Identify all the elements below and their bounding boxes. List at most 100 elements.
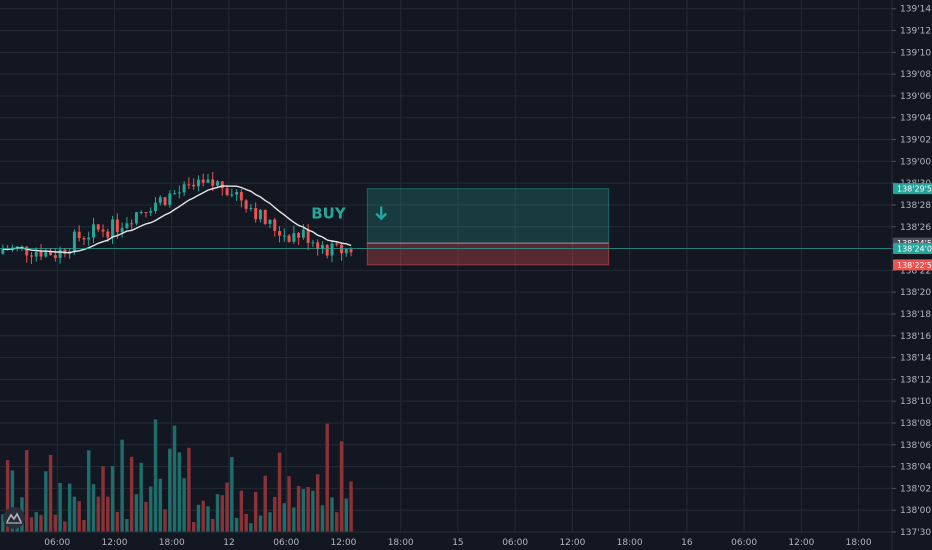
candle-body (239, 192, 243, 201)
candle-body (154, 202, 157, 212)
candle-body (44, 250, 48, 257)
candle-body (168, 193, 172, 205)
volume-bar (339, 441, 344, 532)
price-tick-label: 138'22'0 (900, 266, 932, 276)
candle-body (130, 223, 134, 225)
time-tick-label: 06:00 (273, 538, 299, 548)
volume-bar (115, 511, 120, 532)
volume-bar (273, 497, 277, 532)
time-tick-label: 12 (223, 538, 234, 548)
volume-bar (77, 501, 81, 532)
volume-bar (82, 519, 86, 532)
price-badge (893, 259, 932, 271)
candle-body (244, 200, 248, 209)
volume-bar (234, 517, 239, 532)
volume-bar (91, 484, 96, 532)
arrow-head (375, 212, 388, 221)
time-tick-label: 18:00 (388, 538, 414, 548)
volume-bar (325, 423, 329, 532)
candle-body (325, 245, 329, 256)
grid-lines (0, 0, 892, 533)
volume-bar (244, 513, 248, 532)
price-axis[interactable]: 139'14'0 139'12'0 139'10'0 139'08'0 139'06'0… (891, 0, 932, 550)
volume-bar (48, 454, 53, 532)
price-tick-label: 138'06'0 (900, 441, 932, 451)
time-tick-label: 15 (452, 538, 463, 548)
candle-body (335, 243, 339, 245)
price-badge (893, 183, 932, 195)
volume-bar (220, 495, 225, 532)
time-tick-label: 16 (681, 538, 693, 548)
candle-body (1, 248, 5, 254)
volume-bar (296, 486, 301, 532)
volume-bar (182, 478, 186, 532)
candles (1, 171, 353, 264)
candle-body (282, 235, 286, 237)
volume-bar (168, 448, 172, 532)
candle-body (349, 249, 353, 253)
volume-bar (34, 512, 38, 532)
time-tick-label: 12:00 (788, 538, 814, 548)
candle-body (15, 246, 19, 248)
volume-bar (258, 515, 263, 532)
candle-body (25, 246, 29, 256)
volume-bar (24, 450, 29, 532)
tradingview-logo-icon[interactable] (3, 507, 25, 529)
stop-zone (366, 242, 610, 266)
volume-bar (134, 494, 139, 532)
volume-bar (101, 466, 105, 532)
price-tick-label: 137'30'0 (900, 528, 932, 538)
volume-bar (163, 509, 167, 532)
volume-bar (277, 452, 282, 532)
price-tick-label: 139'14'0 (900, 5, 932, 15)
volume-bar (106, 496, 110, 532)
volume-bar (96, 496, 100, 532)
volume-bar (349, 481, 353, 532)
candle-body (144, 212, 148, 214)
candle-body (316, 242, 320, 250)
volume-bar (63, 521, 67, 532)
ma-line (2, 185, 352, 254)
target-zone (366, 188, 610, 244)
volume-bar (120, 439, 124, 532)
candle-body (249, 208, 253, 210)
volume-bar (330, 497, 334, 532)
candle-body (30, 255, 33, 257)
candle-body (101, 229, 105, 232)
candle-body (301, 229, 305, 238)
volume-bar (263, 475, 267, 532)
candle-body (49, 250, 53, 256)
volume-bar (29, 517, 34, 532)
candle-body (82, 238, 86, 240)
volume-bar (282, 503, 287, 532)
buy-marker: BUY (311, 205, 388, 223)
volume-bar (225, 482, 229, 532)
price-tick-label: 138'28'0 (900, 201, 932, 211)
time-axis[interactable]: 06:00 12:00 18:00 12 06:00 12:00 18:00 15 06:00 1… (0, 531, 892, 548)
volume-bar (39, 514, 43, 532)
time-tick-label: 12:00 (102, 538, 128, 548)
volume-bar (206, 506, 210, 532)
volume-bar (58, 482, 62, 532)
price-tick-label: 139'12'0 (900, 27, 932, 37)
volume-bar (87, 450, 91, 532)
position-box[interactable] (366, 188, 610, 266)
candle-body (268, 219, 272, 224)
candle-body (34, 251, 38, 257)
price-tick-label: 138'00'0 (900, 506, 932, 516)
candle-body (158, 197, 162, 203)
volume-bar (67, 483, 72, 532)
volume-bar (249, 523, 253, 532)
price-tick-label: 138'02'0 (900, 484, 932, 494)
candle-body (340, 244, 344, 254)
volume-bar (306, 486, 310, 532)
candle-body (235, 192, 239, 195)
candle-body (211, 179, 215, 186)
candle-body (120, 228, 124, 233)
price-tick-label: 138'04'0 (900, 463, 932, 473)
price-tick-label: 138'20'0 (900, 288, 932, 298)
price-tick-label: 138'14'0 (900, 354, 932, 364)
candle-body (53, 255, 57, 258)
time-tick-label: 06:00 (502, 538, 528, 548)
